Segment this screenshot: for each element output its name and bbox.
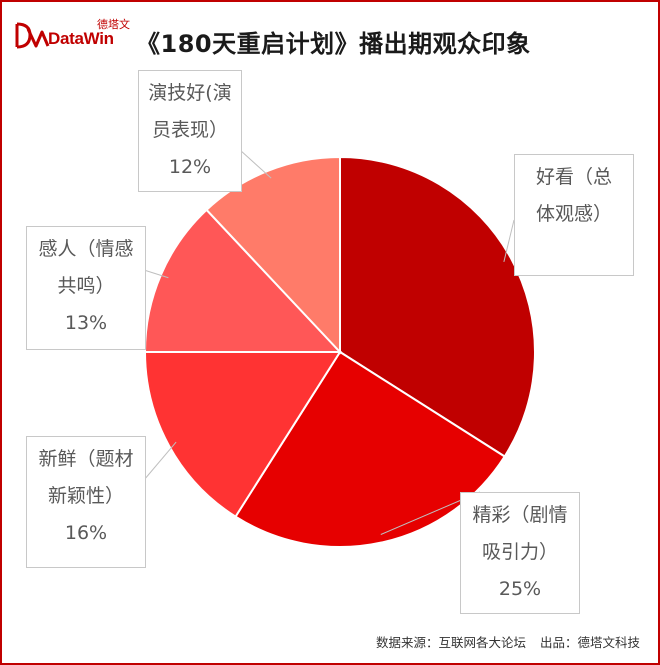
callout-1: 精彩（剧情吸引力） 25% <box>460 492 580 614</box>
callout-4: 演技好(演员表现） 12% <box>138 70 242 192</box>
leader-line-3 <box>143 269 169 279</box>
chart-footer: 数据来源：互联网各大论坛 出品：德塔文科技 <box>366 632 640 651</box>
callout-4-percent: 12% <box>168 156 212 178</box>
callout-3: 感人（情感共鸣） 13% <box>26 226 146 350</box>
callout-0-label-line-0: 好看（总 <box>535 166 612 188</box>
pie-slice-0 <box>339 155 536 458</box>
callout-2-percent: 16% <box>64 522 108 544</box>
callout-2-label-line-0: 新鲜（题材 <box>38 448 134 470</box>
callout-1-label-line-1: 吸引力） <box>481 541 558 563</box>
leader-line-4 <box>239 149 272 179</box>
leader-line-0 <box>503 219 515 263</box>
pie-slice-1 <box>234 350 507 548</box>
callout-3-label-line-0: 感人（情感 <box>38 238 134 260</box>
callout-2-label-line-1: 新颖性） <box>47 485 124 507</box>
callout-2: 新鲜（题材新颖性） 16% <box>26 436 146 568</box>
datawin-logo: 德塔文 DataWin <box>14 14 134 54</box>
leader-line-2 <box>143 441 177 481</box>
callout-3-label-line-1: 共鸣） <box>57 275 115 297</box>
data-source-note: 数据来源：互联网各大论坛 <box>375 635 526 650</box>
chart-title: 《180天重启计划》播出期观众印象 <box>136 30 531 58</box>
callout-4-label-line-0: 演技好(演 <box>148 82 232 104</box>
callout-0: 好看（总体观感） <box>514 154 634 276</box>
pie-slice-2 <box>143 351 342 519</box>
callout-4-label-line-1: 员表现） <box>151 119 228 141</box>
pie-slice-4 <box>205 155 341 355</box>
callout-0-label-line-1: 体观感） <box>535 203 612 225</box>
logo-chinese-name: 德塔文 <box>97 18 130 31</box>
callout-1-percent: 25% <box>498 578 542 600</box>
datawin-logo-icon <box>15 22 50 49</box>
logo-english-name: DataWin <box>48 29 114 48</box>
callout-3-percent: 13% <box>64 312 108 334</box>
producer-note: 出品：德塔文科技 <box>539 635 640 650</box>
callout-1-label-line-0: 精彩（剧情 <box>472 504 568 526</box>
